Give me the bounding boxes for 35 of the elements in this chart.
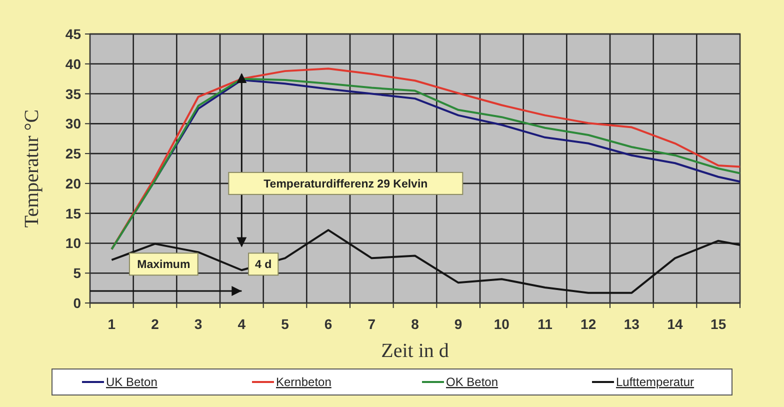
y-tick-label: 5 xyxy=(73,265,82,282)
y-tick-label: 10 xyxy=(65,235,82,252)
x-tick-label: 3 xyxy=(194,316,202,332)
legend-label: UK Beton xyxy=(106,375,158,389)
x-tick-label: 15 xyxy=(710,316,726,332)
y-axis-title: Temperatur °C xyxy=(21,109,43,228)
y-tick-label: 30 xyxy=(65,116,82,132)
x-tick-label: 5 xyxy=(281,316,290,332)
legend-label: Kernbeton xyxy=(276,375,332,389)
y-tick-label: 45 xyxy=(65,26,82,42)
y-tick-label: 0 xyxy=(73,295,82,311)
annotation: 4 d xyxy=(255,259,272,272)
legend-label: Lufttemperatur xyxy=(616,375,694,389)
x-axis-title: Zeit in d xyxy=(381,340,449,362)
x-tick-label: 1 xyxy=(108,316,116,332)
y-tick-label: 20 xyxy=(65,175,82,192)
x-tick-label: 2 xyxy=(151,316,160,332)
annotation: Temperaturdifferenz 29 Kelvin xyxy=(264,178,428,190)
y-tick-label: 35 xyxy=(65,86,82,102)
annotation: Maximum xyxy=(137,259,190,272)
y-tick-label: 15 xyxy=(65,205,82,222)
y-tick-label: 40 xyxy=(65,56,82,72)
x-tick-label: 11 xyxy=(538,316,553,332)
x-tick-label: 12 xyxy=(580,316,596,332)
x-tick-label: 13 xyxy=(624,316,640,332)
x-tick-label: 4 xyxy=(238,316,246,332)
x-tick-label: 10 xyxy=(494,316,510,332)
line-series xyxy=(110,229,741,294)
legend-label: OK Beton xyxy=(446,375,498,389)
x-tick-label: 6 xyxy=(324,316,332,332)
x-tick-label: 9 xyxy=(454,316,462,332)
x-tick-label: 7 xyxy=(368,316,376,332)
y-tick-label: 25 xyxy=(65,146,82,162)
x-tick-label: 8 xyxy=(411,316,420,332)
x-tick-label: 14 xyxy=(667,316,683,332)
